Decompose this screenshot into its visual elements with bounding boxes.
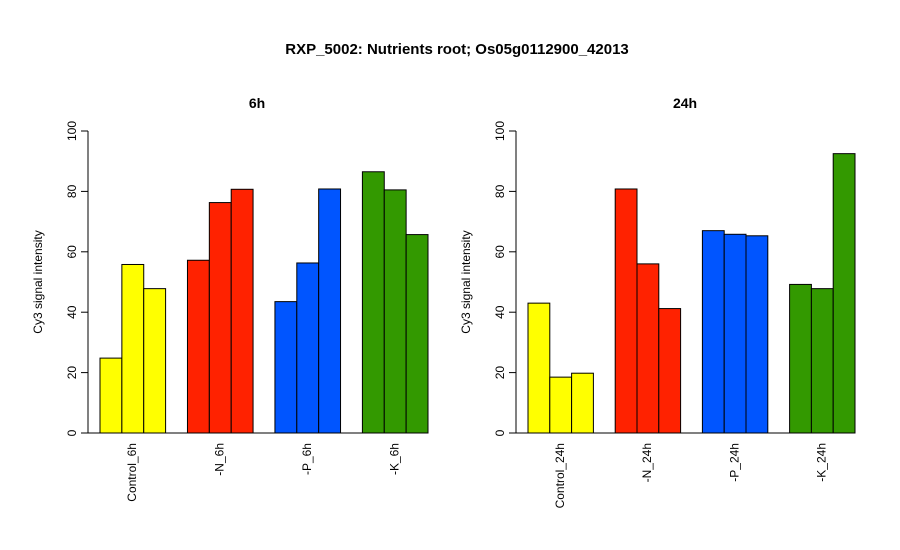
y-tick-label: 0: [493, 429, 507, 436]
y-axis-label: Cy3 signal intensity: [31, 230, 45, 333]
bar: [527, 302, 551, 434]
main-title: RXP_5002: Nutrients root; Os05g0112900_4…: [285, 41, 629, 58]
bar: [810, 288, 834, 434]
y-tick-label: 80: [65, 184, 79, 198]
y-tick-label: 0: [65, 429, 79, 436]
bar: [832, 153, 856, 434]
bar: [701, 230, 725, 434]
panel-title: 24h: [673, 95, 697, 111]
bar: [789, 283, 812, 434]
bar: [318, 188, 342, 434]
bar: [186, 259, 210, 434]
bar: [230, 188, 254, 434]
x-tick-label: -P_24h: [727, 443, 741, 482]
y-tick-label: 40: [493, 305, 507, 319]
x-tick-label: Control_6h: [125, 443, 139, 502]
panel-6h: 6h 0 20 40 60 80 100 Cy3 signal intensity Contro…: [31, 95, 429, 502]
x-tick-label: -K_24h: [814, 443, 828, 482]
bar: [296, 262, 320, 434]
bar: [614, 188, 638, 434]
bar: [549, 376, 573, 434]
y-tick-label: 20: [65, 366, 79, 380]
x-tick-label: -K_6h: [387, 443, 401, 475]
bar: [571, 372, 594, 434]
x-tick-label: Control_24h: [553, 443, 567, 508]
bar: [361, 171, 385, 434]
x-tick-label: -N_6h: [212, 443, 226, 476]
bar: [274, 301, 298, 434]
bar: [636, 263, 660, 434]
y-tick-label: 60: [493, 245, 507, 259]
bar: [405, 234, 429, 434]
bar: [208, 202, 232, 434]
bar: [121, 263, 145, 434]
y-tick-label: 20: [493, 366, 507, 380]
bar: [383, 189, 407, 434]
panel-title: 6h: [249, 95, 265, 111]
bar: [745, 235, 769, 434]
bar: [723, 233, 747, 434]
y-tick-label: 60: [65, 245, 79, 259]
y-axis-label: Cy3 signal intensity: [459, 230, 473, 333]
y-tick-label: 100: [65, 121, 79, 141]
bar: [658, 308, 682, 434]
bar: [143, 288, 167, 434]
panel-24h: 24h 0 20 40 60 80 100 Cy3 signal intensity Contr…: [459, 95, 856, 508]
x-tick-label: -P_6h: [300, 443, 314, 475]
y-tick-label: 100: [493, 121, 507, 141]
y-tick-label: 80: [493, 184, 507, 198]
x-tick-label: -N_24h: [640, 443, 654, 482]
bar: [99, 357, 123, 434]
y-tick-label: 40: [65, 305, 79, 319]
